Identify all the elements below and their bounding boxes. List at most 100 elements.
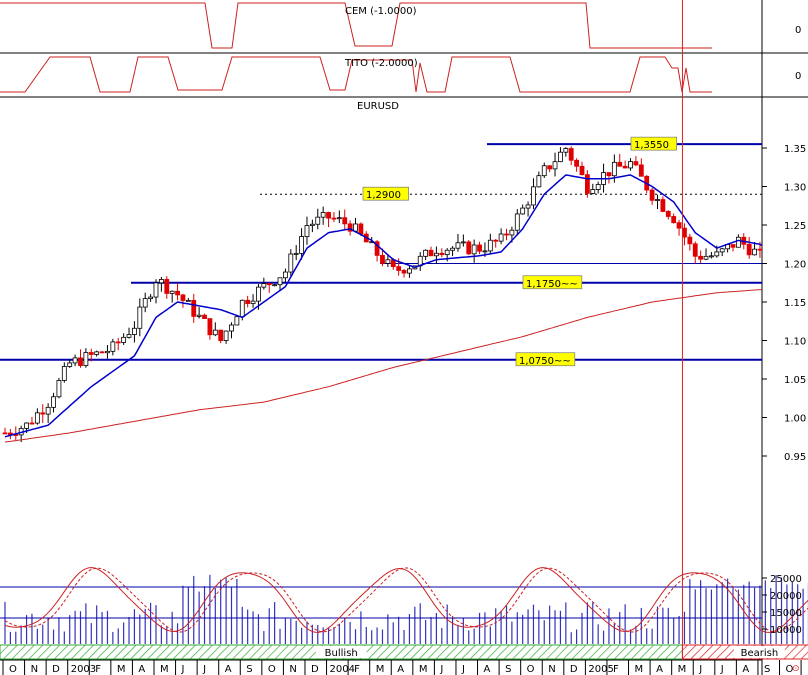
candle-body (633, 161, 639, 166)
candle-body (347, 223, 353, 232)
candle-body (169, 290, 175, 294)
candle-body (374, 241, 380, 256)
price-tick-label: 0.95 (784, 452, 806, 463)
regime-band: Bullish Bearish (0, 644, 808, 660)
price-panel: EURUSD 1.35 1.30 1.25 1.20 1.15 1.10 1.05 1.00 0… (0, 101, 806, 463)
x-tick-label: 2005 (588, 664, 613, 675)
price-y-axis: 1.35 1.30 1.25 1.20 1.15 1.10 1.05 1.00 0.95 (762, 144, 806, 463)
candle-body (396, 266, 402, 271)
candle-body (72, 357, 78, 364)
candle-body (164, 279, 170, 294)
candle-body (796, 277, 800, 281)
candle-body (185, 299, 191, 302)
candle-body (45, 406, 51, 415)
candle-body (611, 161, 617, 177)
candle-body (175, 290, 180, 296)
candle-body (342, 217, 348, 225)
x-tick-label: J (202, 664, 206, 675)
cem-tick: 0 (795, 25, 801, 36)
candle-body (671, 216, 677, 224)
x-tick-label: M (376, 664, 385, 675)
candle-body (769, 254, 773, 261)
candle-body (763, 249, 767, 261)
candle-body (88, 352, 94, 355)
candle-body (40, 412, 46, 415)
candle-body (180, 294, 186, 301)
tito-line (0, 56, 712, 93)
candle-body (304, 225, 310, 237)
price-tick-label: 1.05 (784, 375, 806, 386)
x-tick-label: M (635, 664, 644, 675)
price-tick-label: 1.25 (784, 221, 806, 232)
candle-body (293, 252, 299, 255)
cem-label: CEM (-1.0000) (345, 6, 417, 17)
candle-body (245, 299, 251, 304)
candle-body (622, 165, 628, 169)
candle-body (617, 161, 623, 167)
candle-body (212, 329, 218, 336)
candle-body (595, 184, 601, 190)
candle-body (552, 161, 558, 170)
oscillator-tick-label: 15000 (770, 608, 802, 619)
candle-body (358, 223, 364, 235)
level-label: 1,1750~~ (526, 279, 578, 290)
candle-body (272, 284, 278, 287)
candle-body (105, 350, 110, 354)
candle-body (682, 227, 687, 238)
x-tick-label: A (656, 664, 663, 675)
short-moving-average (4, 174, 762, 438)
candle-body (525, 204, 531, 209)
candle-body (752, 248, 757, 256)
level-label: 1,2900 (366, 190, 401, 201)
candle-body (541, 165, 547, 177)
candle-body (714, 251, 720, 257)
candle-body (719, 248, 725, 253)
x-tick-label: M (419, 664, 428, 675)
candle-body (353, 223, 358, 232)
x-tick-label: A (138, 664, 145, 675)
cem-panel: CEM (-1.0000) 0 (0, 2, 801, 49)
support-resistance-levels (0, 143, 762, 361)
x-tick-label: O (527, 664, 535, 675)
candle-body (320, 212, 326, 218)
candle-body (698, 255, 704, 260)
long-moving-average (4, 289, 762, 443)
x-tick-label: N (548, 664, 555, 675)
candle-body (450, 247, 455, 251)
candle-body (56, 380, 62, 398)
price-tick-label: 1.30 (784, 183, 806, 194)
candle-body (7, 432, 13, 435)
x-tick-label: D (570, 664, 578, 675)
candle-body (439, 252, 445, 256)
candle-body (223, 330, 229, 341)
candle-body (757, 248, 762, 251)
candle-body (218, 329, 224, 341)
x-tick-label: S (505, 664, 511, 675)
x-tick-label: 2004 (330, 664, 355, 675)
candle-body (299, 236, 304, 254)
candle-body (315, 216, 321, 225)
candle-body (444, 249, 450, 256)
candle-body (132, 327, 137, 335)
symbol-label: EURUSD (357, 101, 399, 112)
candle-body (574, 159, 580, 167)
x-tick-label: A (397, 664, 404, 675)
x-tick-label: A (225, 664, 232, 675)
level-label-box (515, 352, 576, 367)
candle-body (536, 175, 542, 188)
candle-body (687, 236, 693, 245)
x-tick-label: J (461, 664, 465, 675)
candle-body (266, 283, 272, 286)
candle-body (153, 282, 159, 298)
x-tick-label: S (764, 664, 770, 675)
candle-body (277, 277, 283, 286)
candle-body (336, 217, 342, 220)
price-tick-label: 1.10 (784, 337, 806, 348)
candle-body (433, 252, 439, 257)
candle-body (401, 270, 407, 274)
candle-body (649, 189, 655, 201)
candle-body (780, 263, 784, 268)
x-tick-label: A (484, 664, 491, 675)
candle-body (407, 268, 412, 274)
